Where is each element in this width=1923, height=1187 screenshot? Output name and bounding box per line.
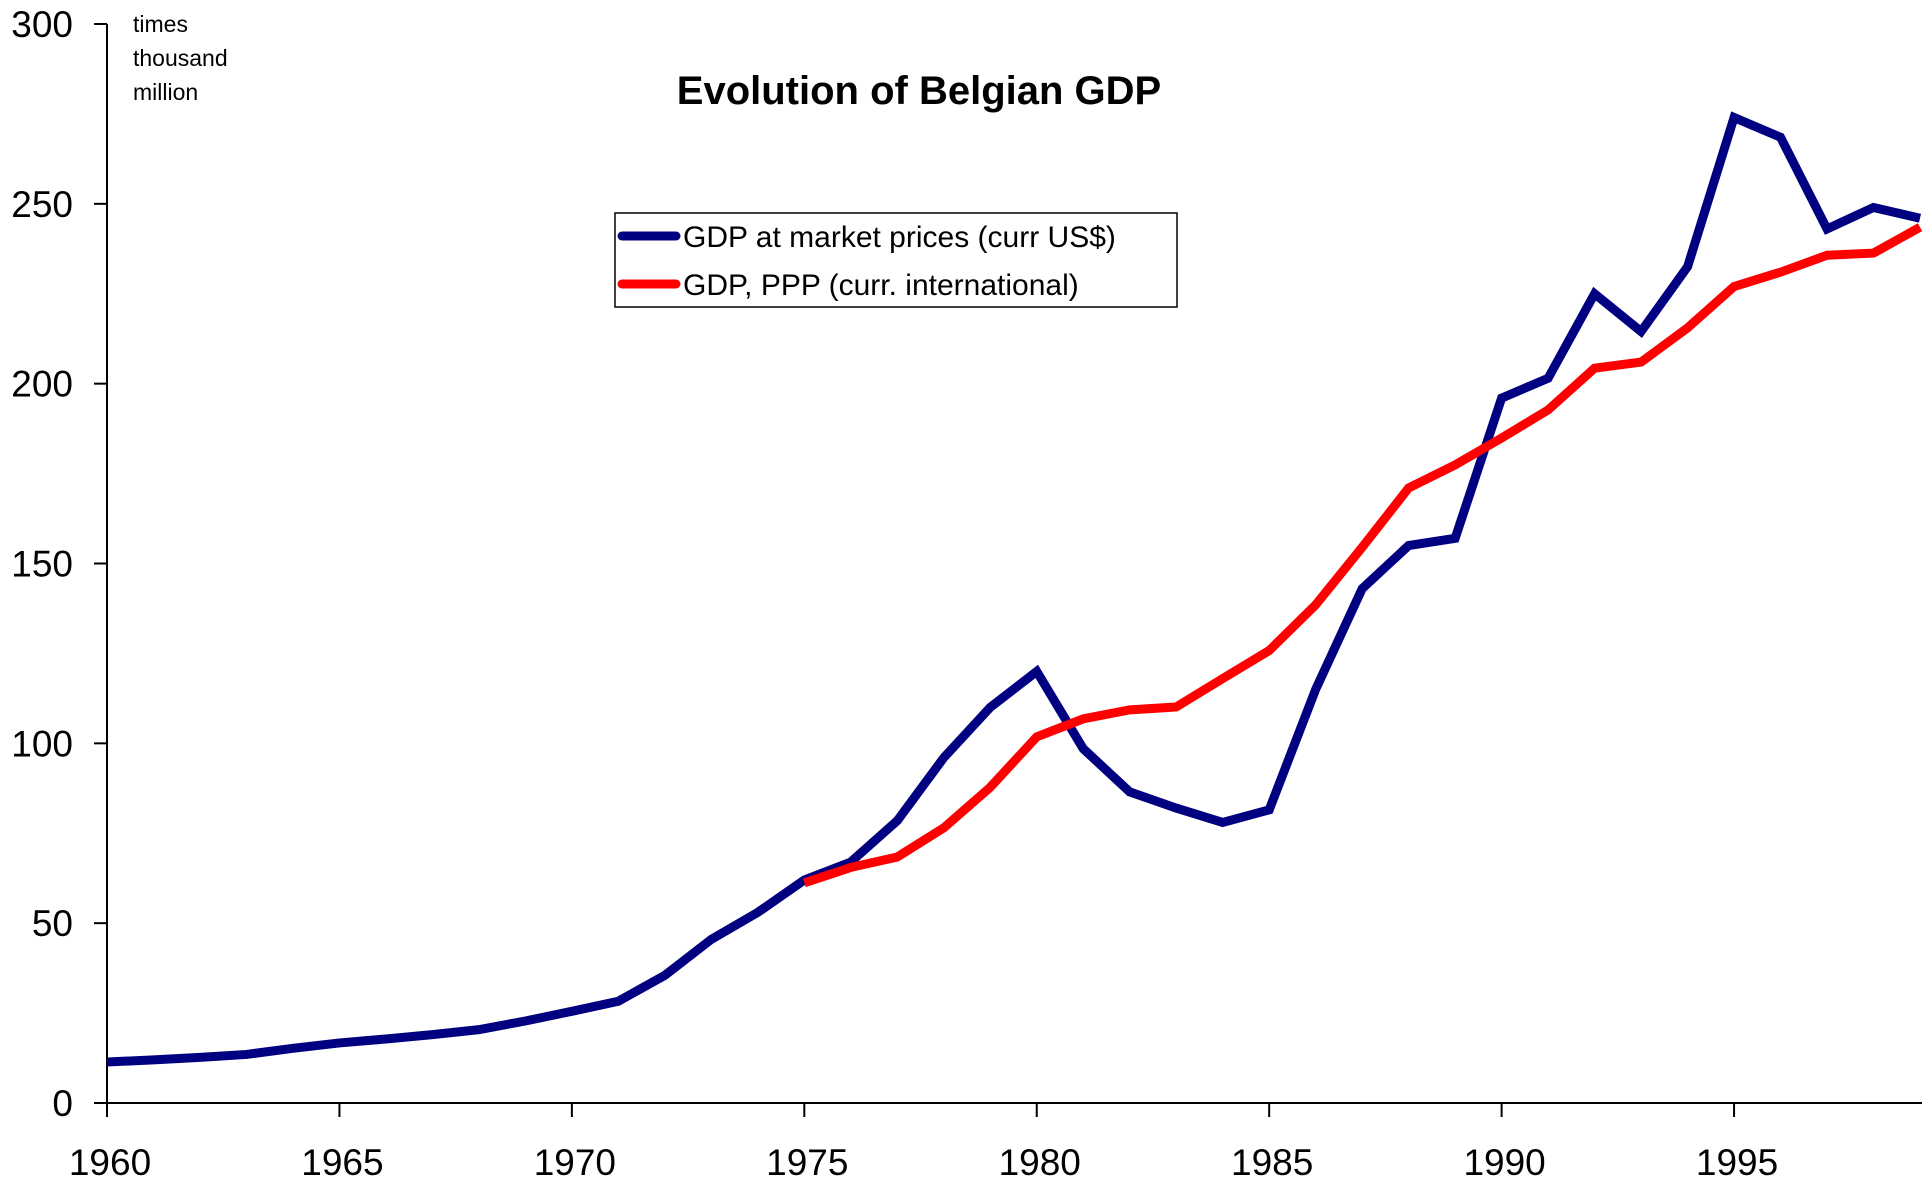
y-axis-ticks: 0 50 100 150 200 250 300 — [11, 4, 107, 1124]
x-axis-ticks: 1960 1965 1970 1975 1980 1985 1990 1995 — [69, 1103, 1778, 1183]
legend-label-market-prices: GDP at market prices (curr US$) — [683, 221, 1116, 254]
chart-title: Evolution of Belgian GDP — [677, 69, 1161, 113]
x-tick-label: 1970 — [534, 1142, 616, 1183]
unit-label-line-1: times — [133, 11, 188, 37]
y-tick-label: 50 — [32, 903, 73, 944]
legend-label-ppp: GDP, PPP (curr. international) — [683, 269, 1079, 302]
unit-label-line-2: thousand — [133, 45, 228, 71]
legend: GDP at market prices (curr US$) GDP, PPP… — [614, 212, 1178, 308]
y-tick-label: 150 — [11, 544, 73, 585]
y-tick-label: 100 — [11, 723, 73, 764]
x-tick-label: 1995 — [1696, 1142, 1778, 1183]
y-tick-label: 0 — [52, 1083, 73, 1124]
x-tick-label: 1975 — [766, 1142, 848, 1183]
series-line-ppp — [802, 223, 1923, 888]
x-tick-label: 1965 — [301, 1142, 383, 1183]
y-tick-label: 200 — [11, 364, 73, 405]
y-axis-unit-label: times thousand million — [133, 11, 228, 105]
series-line-market-prices — [106, 111, 1922, 1067]
y-tick-label: 300 — [11, 4, 73, 45]
legend-box — [614, 212, 1178, 308]
unit-label-line-3: million — [133, 79, 198, 105]
x-tick-label: 1960 — [69, 1142, 151, 1183]
y-tick-label: 250 — [11, 184, 73, 225]
x-tick-label: 1985 — [1231, 1142, 1313, 1183]
series-layer — [106, 111, 1923, 1067]
x-tick-label: 1980 — [999, 1142, 1081, 1183]
x-tick-label: 1990 — [1463, 1142, 1545, 1183]
axes — [97, 24, 1922, 1104]
